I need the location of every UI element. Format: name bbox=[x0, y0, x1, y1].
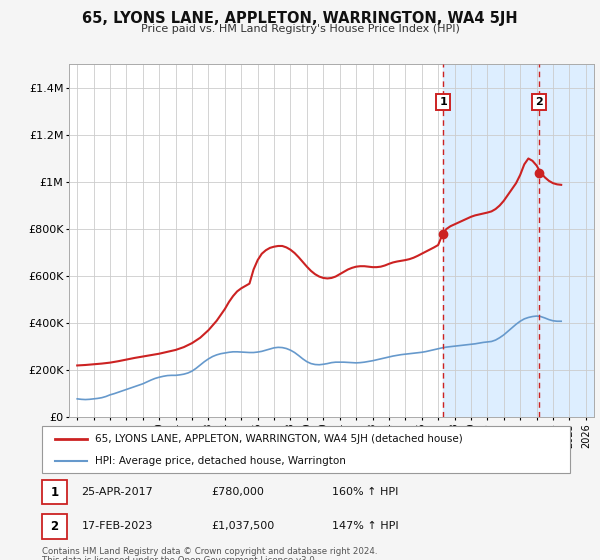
Text: £780,000: £780,000 bbox=[211, 487, 264, 497]
Text: 65, LYONS LANE, APPLETON, WARRINGTON, WA4 5JH (detached house): 65, LYONS LANE, APPLETON, WARRINGTON, WA… bbox=[95, 434, 463, 444]
Text: 17-FEB-2023: 17-FEB-2023 bbox=[82, 521, 153, 531]
Text: Price paid vs. HM Land Registry's House Price Index (HPI): Price paid vs. HM Land Registry's House … bbox=[140, 24, 460, 34]
Text: 1: 1 bbox=[50, 486, 59, 499]
Text: 25-APR-2017: 25-APR-2017 bbox=[82, 487, 154, 497]
FancyBboxPatch shape bbox=[42, 426, 570, 473]
Text: HPI: Average price, detached house, Warrington: HPI: Average price, detached house, Warr… bbox=[95, 456, 346, 466]
Text: 2: 2 bbox=[50, 520, 59, 533]
FancyBboxPatch shape bbox=[42, 480, 67, 505]
Text: 160% ↑ HPI: 160% ↑ HPI bbox=[332, 487, 399, 497]
Text: This data is licensed under the Open Government Licence v3.0.: This data is licensed under the Open Gov… bbox=[42, 556, 317, 560]
Text: £1,037,500: £1,037,500 bbox=[211, 521, 274, 531]
Text: 2: 2 bbox=[535, 97, 542, 107]
Text: 65, LYONS LANE, APPLETON, WARRINGTON, WA4 5JH: 65, LYONS LANE, APPLETON, WARRINGTON, WA… bbox=[82, 11, 518, 26]
Bar bbox=[443, 64, 594, 417]
Text: 1: 1 bbox=[440, 97, 447, 107]
FancyBboxPatch shape bbox=[42, 514, 67, 539]
Text: Contains HM Land Registry data © Crown copyright and database right 2024.: Contains HM Land Registry data © Crown c… bbox=[42, 547, 377, 556]
Text: 147% ↑ HPI: 147% ↑ HPI bbox=[332, 521, 399, 531]
